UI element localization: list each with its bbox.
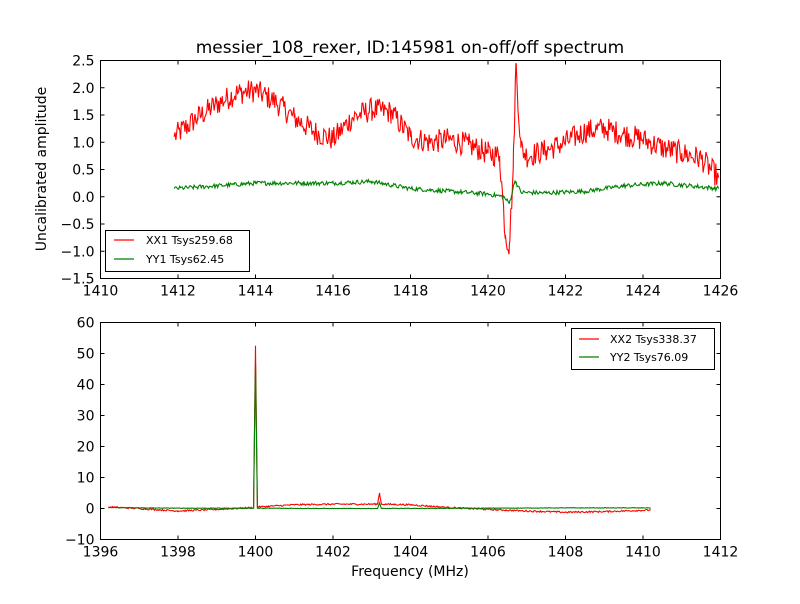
bottom-y-tick-label: −10 [65, 533, 95, 549]
bottom-legend-label-xx2: XX2 Tsys338.37 [610, 333, 697, 346]
bottom-subplot: 1396 1398 1400 1402 1404 1406 1408 1410 1412 −10… [65, 316, 738, 581]
bottom-y-tick-label: 40 [77, 378, 95, 394]
top-legend: XX1 Tsys259.68 YY1 Tsys62.45 [105, 230, 250, 272]
bottom-x-tick-label: 1412 [703, 545, 739, 561]
top-x-tick-label: 1410 [83, 284, 119, 300]
bottom-y-tick-label: 20 [77, 440, 95, 456]
top-legend-label-yy1: YY1 Tsys62.45 [145, 253, 224, 266]
bottom-y-tick-label: 60 [77, 316, 95, 332]
bottom-x-tick-label: 1396 [83, 545, 119, 561]
top-plot-lines [173, 63, 720, 255]
bottom-plot-lines [108, 345, 652, 514]
top-y-axis-label: Uncalibrated amplitude [34, 87, 50, 252]
top-subplot: messier_108_rexer, ID:145981 on-off/off … [34, 38, 738, 300]
bottom-x-axis-label: Frequency (MHz) [351, 564, 469, 580]
bottom-y-tick-label: 30 [77, 409, 95, 425]
top-x-tick-label: 1414 [238, 284, 274, 300]
bottom-legend-label-yy2: YY2 Tsys76.09 [609, 351, 688, 364]
top-y-tick-label: 2.5 [72, 54, 94, 70]
bottom-x-tick-label: 1408 [548, 545, 584, 561]
top-y-tick-label: −1.0 [61, 244, 95, 260]
top-y-tick-label: 0.0 [72, 190, 94, 206]
bottom-series-xx2-line [108, 345, 652, 514]
top-x-ticks: 1410 1412 1414 1416 1418 1420 1422 1424 1426 [83, 60, 739, 300]
top-y-ticks: −1.5 −1.0 −0.5 0.0 0.5 1.0 1.5 2.0 2.5 [61, 54, 721, 288]
top-x-tick-label: 1420 [470, 284, 506, 300]
bottom-x-tick-label: 1410 [625, 545, 661, 561]
top-series-xx1-line [173, 63, 720, 255]
bottom-x-ticks: 1396 1398 1400 1402 1404 1406 1408 1410 1412 [83, 322, 739, 561]
top-y-tick-label: 1.0 [72, 135, 94, 151]
bottom-y-ticks: −10 0 10 20 30 40 50 60 [65, 316, 721, 549]
top-x-tick-label: 1416 [315, 284, 351, 300]
top-y-tick-label: −1.5 [61, 272, 95, 288]
top-y-tick-label: 2.0 [72, 81, 94, 97]
top-x-tick-label: 1426 [703, 284, 739, 300]
chart-title: messier_108_rexer, ID:145981 on-off/off … [196, 38, 624, 58]
bottom-x-tick-label: 1406 [470, 545, 506, 561]
top-y-tick-label: 0.5 [72, 163, 94, 179]
top-legend-label-xx1: XX1 Tsys259.68 [146, 234, 233, 247]
bottom-y-tick-label: 10 [77, 471, 95, 487]
top-x-tick-label: 1418 [393, 284, 429, 300]
bottom-legend: XX2 Tsys338.37 YY2 Tsys76.09 [571, 328, 715, 370]
top-legend-box [105, 230, 250, 272]
bottom-series-yy2-line [108, 362, 651, 510]
bottom-x-tick-label: 1402 [315, 545, 351, 561]
top-series-yy1-line [173, 178, 720, 205]
top-y-tick-label: 1.5 [72, 108, 94, 124]
bottom-legend-box [571, 328, 715, 370]
bottom-x-tick-label: 1398 [160, 545, 196, 561]
top-x-tick-label: 1422 [548, 284, 584, 300]
top-x-tick-label: 1424 [625, 284, 661, 300]
top-x-tick-label: 1412 [160, 284, 196, 300]
top-y-tick-label: −0.5 [61, 217, 95, 233]
bottom-y-tick-label: 0 [86, 502, 95, 518]
bottom-x-tick-label: 1400 [238, 545, 274, 561]
bottom-y-tick-label: 50 [77, 347, 95, 363]
bottom-x-tick-label: 1404 [393, 545, 429, 561]
